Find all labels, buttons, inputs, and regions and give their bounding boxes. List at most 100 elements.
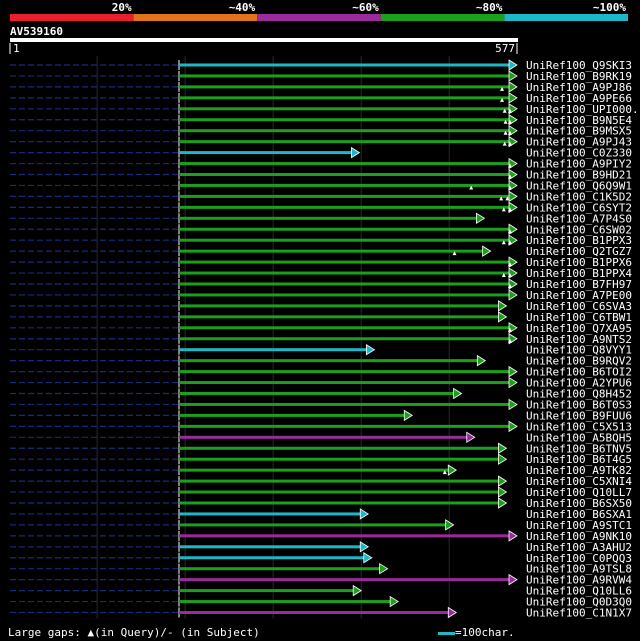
hit-label[interactable]: UniRef100_C0Z330 bbox=[526, 147, 632, 160]
hit-row[interactable]: UniRef100_C0PQQ3 bbox=[10, 552, 632, 565]
hit-bar[interactable] bbox=[179, 63, 510, 67]
hit-bar[interactable] bbox=[179, 162, 510, 166]
hit-bar[interactable] bbox=[179, 151, 353, 155]
hit-bar[interactable] bbox=[179, 216, 478, 220]
hit-label[interactable]: UniRef100_B1PPX4 bbox=[526, 267, 632, 280]
hit-label[interactable]: UniRef100_B7FH97 bbox=[526, 278, 632, 291]
hit-bar[interactable] bbox=[179, 512, 362, 516]
hit-bar[interactable] bbox=[179, 479, 500, 483]
hit-row[interactable]: UniRef100_A9TSL8 bbox=[10, 563, 632, 576]
hit-row[interactable]: UniRef100_B9FUU6 bbox=[10, 409, 632, 422]
hit-label[interactable]: UniRef100_A9PJ43 bbox=[526, 136, 632, 149]
hit-row[interactable]: UniRef100_Q2TGZ7 bbox=[10, 245, 632, 258]
hit-row[interactable]: UniRef100_Q0D3Q0 bbox=[10, 596, 632, 609]
hit-row[interactable]: UniRef100_A9NTS2 bbox=[10, 333, 632, 346]
hit-bar[interactable] bbox=[179, 370, 510, 374]
hit-row[interactable]: UniRef100_A7PE00 bbox=[10, 289, 632, 302]
hit-row[interactable]: UniRef100_C1N1X7 bbox=[10, 607, 632, 620]
hit-bar[interactable] bbox=[179, 413, 406, 417]
hit-row[interactable]: UniRef100_A9PJ86 bbox=[10, 81, 632, 94]
hit-label[interactable]: UniRef100_A3AHU2 bbox=[526, 541, 632, 554]
hit-bar[interactable] bbox=[179, 457, 500, 461]
hit-bar[interactable] bbox=[179, 173, 510, 176]
hit-bar[interactable] bbox=[179, 468, 450, 472]
hit-label[interactable]: UniRef100_B9FUU6 bbox=[526, 409, 632, 422]
hit-label[interactable]: UniRef100_Q2TGZ7 bbox=[526, 245, 632, 258]
hit-label[interactable]: UniRef100_C6SVA3 bbox=[526, 300, 632, 313]
hit-bar[interactable] bbox=[179, 545, 362, 549]
hit-label[interactable]: UniRef100_Q10LL6 bbox=[526, 585, 632, 598]
hit-bar[interactable] bbox=[179, 392, 455, 395]
hit-row[interactable]: UniRef100_Q9SKI3 bbox=[10, 59, 632, 72]
hit-label[interactable]: UniRef100_B6T4G5 bbox=[526, 453, 632, 466]
hit-label[interactable]: UniRef100_B1PPX6 bbox=[526, 256, 632, 269]
hit-bar[interactable] bbox=[179, 249, 484, 253]
hit-bar[interactable] bbox=[179, 140, 510, 144]
hit-label[interactable]: UniRef100_B1PPX3 bbox=[526, 234, 632, 247]
hit-row[interactable]: UniRef100_B1PPX3 bbox=[10, 234, 632, 247]
hit-row[interactable]: UniRef100_A3AHU2 bbox=[10, 541, 632, 554]
hit-label[interactable]: UniRef100_C1K5D2 bbox=[526, 190, 632, 203]
hit-row[interactable]: UniRef100_B6T0S3 bbox=[10, 398, 632, 411]
hit-label[interactable]: UniRef100_C0PQQ3 bbox=[526, 552, 632, 565]
hit-row[interactable]: UniRef100_A9TK82 bbox=[10, 464, 632, 477]
hit-label[interactable]: UniRef100_C6SYT2 bbox=[526, 201, 632, 214]
hit-label[interactable]: UniRef100_B9RQV2 bbox=[526, 355, 632, 368]
hit-label[interactable]: UniRef100_C6TBW1 bbox=[526, 311, 632, 324]
hit-row[interactable]: UniRef100_A2YPU6 bbox=[10, 377, 632, 390]
hit-label[interactable]: UniRef100_C1N1X7 bbox=[526, 607, 632, 620]
hit-bar[interactable] bbox=[179, 501, 500, 505]
hit-row[interactable]: UniRef100_A9PIY2 bbox=[10, 158, 632, 171]
hit-label[interactable]: UniRef100_A9TK82 bbox=[526, 464, 632, 477]
hit-bar[interactable] bbox=[179, 435, 468, 439]
hit-label[interactable]: UniRef100_A9RVW4 bbox=[526, 574, 632, 587]
hit-row[interactable]: UniRef100_B6SXA1 bbox=[10, 508, 632, 521]
hit-row[interactable]: UniRef100_A9PJ43 bbox=[10, 136, 632, 149]
hit-bar[interactable] bbox=[179, 74, 510, 78]
hit-row[interactable]: UniRef100_C0Z330 bbox=[10, 147, 632, 160]
hit-row[interactable]: UniRef100_Q6Q9W1 bbox=[10, 179, 632, 192]
hit-label[interactable]: UniRef100_A2YPU6 bbox=[526, 377, 632, 390]
hit-row[interactable]: UniRef100_B9N5E4 bbox=[10, 114, 632, 127]
hit-label[interactable]: UniRef100_B6TOI2 bbox=[526, 366, 632, 379]
hit-row[interactable]: UniRef100_B9RK19 bbox=[10, 70, 632, 83]
hit-label[interactable]: UniRef100_B9MSX5 bbox=[526, 125, 632, 138]
hit-bar[interactable] bbox=[179, 490, 500, 494]
hit-row[interactable]: UniRef100_B7FH97 bbox=[10, 278, 632, 291]
hit-bar[interactable] bbox=[179, 129, 510, 133]
hit-row[interactable]: UniRef100_B6TNV5 bbox=[10, 442, 632, 455]
hit-row[interactable]: UniRef100_B1PPX4 bbox=[10, 267, 632, 280]
hit-bar[interactable] bbox=[179, 107, 510, 111]
hit-label[interactable]: UniRef100_B6SX50 bbox=[526, 497, 632, 510]
hit-label[interactable]: UniRef100_B9RK19 bbox=[526, 70, 632, 83]
hit-row[interactable]: UniRef100_C5XNI4 bbox=[10, 475, 632, 488]
hit-bar[interactable] bbox=[179, 446, 500, 450]
hit-bar[interactable] bbox=[179, 402, 510, 406]
hit-bar[interactable] bbox=[179, 205, 510, 209]
hit-bar[interactable] bbox=[179, 238, 510, 242]
hit-label[interactable]: UniRef100_C6SW02 bbox=[526, 223, 632, 236]
hit-label[interactable]: UniRef100_C5XNI4 bbox=[526, 475, 632, 488]
hit-label[interactable]: UniRef100_Q8VYY1 bbox=[526, 344, 632, 357]
hit-bar[interactable] bbox=[179, 227, 510, 231]
hit-row[interactable]: UniRef100_Q10LL7 bbox=[10, 486, 632, 499]
hit-bar[interactable] bbox=[179, 611, 450, 614]
hit-label[interactable]: UniRef100_UPI000.. bbox=[526, 103, 640, 116]
hit-label[interactable]: UniRef100_A7P4S0 bbox=[526, 212, 632, 225]
hit-bar[interactable] bbox=[179, 304, 500, 308]
hit-bar[interactable] bbox=[179, 556, 365, 560]
hit-bar[interactable] bbox=[179, 359, 479, 363]
hit-row[interactable]: UniRef100_A7P4S0 bbox=[10, 212, 632, 225]
hit-label[interactable]: UniRef100_A9TSL8 bbox=[526, 563, 632, 576]
hit-row[interactable]: UniRef100_UPI000.. bbox=[10, 103, 640, 116]
hit-bar[interactable] bbox=[179, 293, 510, 297]
hit-label[interactable]: UniRef100_C5X513 bbox=[526, 420, 632, 433]
hit-row[interactable]: UniRef100_Q8VYY1 bbox=[10, 344, 632, 357]
hit-row[interactable]: UniRef100_B6TOI2 bbox=[10, 366, 632, 379]
hit-bar[interactable] bbox=[179, 337, 510, 341]
hit-bar[interactable] bbox=[179, 260, 510, 264]
hit-row[interactable]: UniRef100_Q7XA95 bbox=[10, 322, 632, 335]
hit-bar[interactable] bbox=[179, 381, 510, 385]
hit-label[interactable]: UniRef100_A9PE66 bbox=[526, 92, 632, 105]
hit-row[interactable]: UniRef100_A5BQH5 bbox=[10, 431, 632, 444]
